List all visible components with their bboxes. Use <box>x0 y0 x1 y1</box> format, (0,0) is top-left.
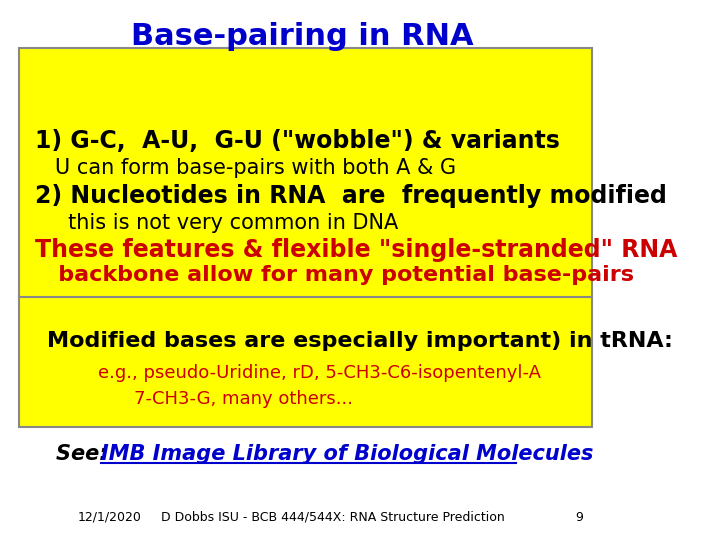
Text: D Dobbs ISU - BCB 444/544X: RNA Structure Prediction: D Dobbs ISU - BCB 444/544X: RNA Structur… <box>161 511 505 524</box>
Text: See:: See: <box>55 444 114 464</box>
Text: IMB Image Library of Biological Molecules: IMB Image Library of Biological Molecule… <box>101 444 593 464</box>
Text: e.g., pseudo-Uridine, rD, 5-CH3-C6-isopentenyl-A: e.g., pseudo-Uridine, rD, 5-CH3-C6-isope… <box>98 364 541 382</box>
Text: 9: 9 <box>575 511 583 524</box>
Text: 12/1/2020: 12/1/2020 <box>78 511 142 524</box>
Text: 1) G-C,  A-U,  G-U ("wobble") & variants: 1) G-C, A-U, G-U ("wobble") & variants <box>35 129 559 153</box>
FancyBboxPatch shape <box>19 48 592 298</box>
Text: 7-CH3-G, many others...: 7-CH3-G, many others... <box>134 390 353 408</box>
Text: U can form base-pairs with both A & G: U can form base-pairs with both A & G <box>35 158 456 178</box>
Text: backbone allow for many potential base-pairs: backbone allow for many potential base-p… <box>35 265 634 285</box>
Text: this is not very common in DNA: this is not very common in DNA <box>35 213 397 233</box>
Text: 2) Nucleotides in RNA  are  frequently modified: 2) Nucleotides in RNA are frequently mod… <box>35 184 667 208</box>
Text: Base-pairing in RNA: Base-pairing in RNA <box>131 22 474 51</box>
FancyBboxPatch shape <box>19 297 592 427</box>
Text: Modified bases are especially important) in tRNA:: Modified bases are especially important)… <box>47 331 672 351</box>
Text: These features & flexible "single-stranded" RNA: These features & flexible "single-strand… <box>35 238 677 262</box>
